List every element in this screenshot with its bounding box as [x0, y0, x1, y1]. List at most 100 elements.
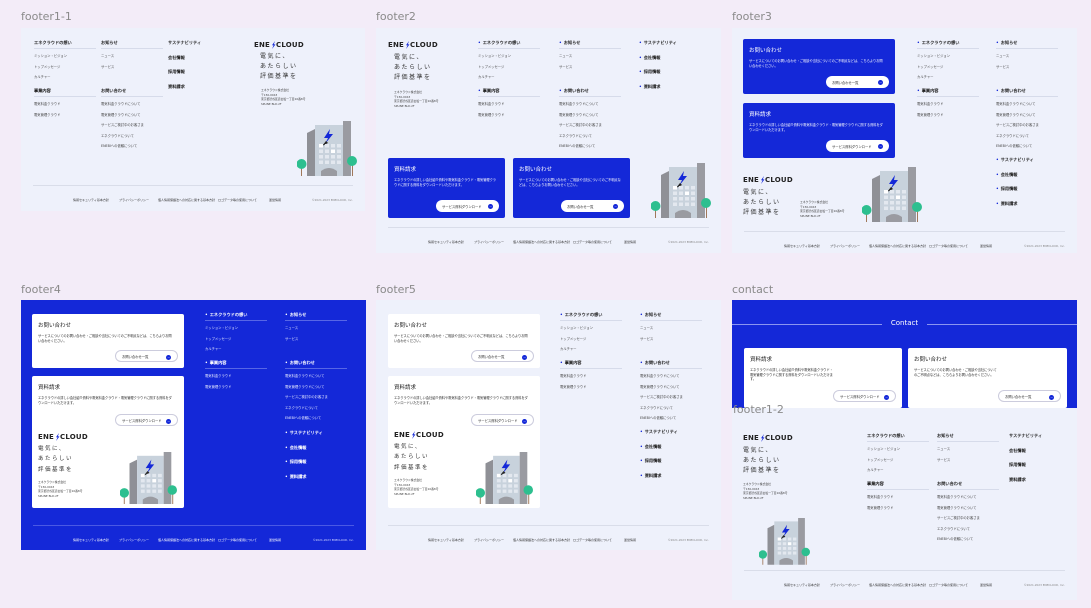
nav-link[interactable]: トップメッセージ — [560, 336, 587, 341]
nav-link[interactable]: トップメッセージ — [867, 457, 894, 462]
card-button-contact[interactable]: お問い合わせ一覧 → — [826, 76, 889, 88]
frame-label[interactable]: footer1-2 — [733, 403, 784, 416]
nav-group-heading[interactable]: • 事業内容 — [205, 360, 267, 369]
nav-link[interactable]: カルチャー — [34, 75, 51, 79]
nav-link[interactable]: カルチャー — [867, 468, 884, 472]
nav-link[interactable]: カルチャー — [917, 75, 934, 79]
nav-link[interactable]: 電気料金クラウドについて — [937, 495, 977, 499]
footer-legal-link[interactable]: ロゴデータ等の使用について — [573, 240, 612, 244]
nav-link[interactable]: 電気料金クラウドについて — [996, 102, 1036, 106]
nav-group-heading[interactable]: • エネクラウドの想い — [917, 40, 979, 49]
nav-link[interactable]: ニュース — [559, 54, 573, 58]
nav-link[interactable]: 電気料金クラウドについて — [101, 102, 141, 106]
nav-link[interactable]: サービス — [101, 64, 115, 69]
nav-group-heading[interactable]: エネクラウドの想い — [867, 433, 929, 442]
nav-link[interactable]: トップメッセージ — [34, 64, 61, 69]
nav-group-heading[interactable]: エネクラウドの想い — [34, 40, 96, 49]
card-button-contact[interactable]: お問い合わせ一覧 → — [561, 200, 624, 212]
nav-link[interactable]: ミッション・ビジョン — [205, 326, 238, 330]
nav-link-2[interactable]: • 採用情報 — [640, 458, 661, 464]
nav-link[interactable]: トップメッセージ — [478, 64, 505, 69]
nav-link-0[interactable]: サステナビリティ — [1009, 433, 1042, 439]
card-button-contact[interactable]: お問い合わせ一覧 → — [115, 350, 178, 362]
nav-link[interactable]: ミッション・ビジョン — [867, 447, 900, 451]
nav-group-heading[interactable]: • 事業内容 — [478, 88, 540, 97]
nav-link[interactable]: ミッション・ビジョン — [478, 54, 511, 58]
card-button-document[interactable]: サービス資料ダウンロード → — [471, 414, 534, 426]
nav-link[interactable]: ENEBIへの依頼について — [101, 144, 138, 148]
nav-link[interactable]: ニュース — [285, 326, 299, 330]
nav-link[interactable]: 電気管理クラウド — [867, 505, 894, 510]
nav-link[interactable]: エネクラウドについて — [996, 133, 1029, 138]
nav-link[interactable]: カルチャー — [205, 347, 222, 351]
nav-link[interactable]: 電気管理クラウド — [560, 384, 587, 389]
nav-group-heading[interactable]: • エネクラウドの想い — [205, 312, 267, 321]
footer-legal-link[interactable]: 運営情報 — [624, 538, 637, 542]
card-button-contact[interactable]: お問い合わせ一覧 → — [471, 350, 534, 362]
nav-group-heading[interactable]: • エネクラウドの想い — [560, 312, 622, 321]
nav-link[interactable]: サービスご検討中のお客さま — [101, 123, 144, 127]
footer-legal-link[interactable]: 情報セキュリティ基本方針 — [428, 240, 464, 244]
nav-link[interactable]: 電気管理クラウド — [478, 112, 505, 117]
nav-group-heading[interactable]: • お問い合わせ — [559, 88, 621, 97]
nav-link-3[interactable]: 資料請求 — [168, 84, 185, 90]
nav-link[interactable]: ミッション・ビジョン — [917, 54, 950, 58]
card-button-document[interactable]: サービス資料ダウンロード → — [833, 390, 896, 402]
nav-link[interactable]: トップメッセージ — [205, 336, 232, 341]
card-button-document[interactable]: サービス資料ダウンロード → — [436, 200, 499, 212]
card-button-contact[interactable]: お問い合わせ一覧 → — [998, 390, 1061, 402]
nav-link-3[interactable]: • 資料請求 — [996, 201, 1017, 207]
footer-legal-link[interactable]: 情報セキュリティ基本方針 — [73, 538, 109, 542]
logo[interactable]: ENE CLOUD — [254, 41, 304, 49]
nav-link-0[interactable]: • サステナビリティ — [640, 429, 678, 435]
footer-legal-link[interactable]: 運営情報 — [980, 244, 993, 248]
nav-link[interactable]: 電気管理クラウドについて — [285, 384, 325, 389]
footer-legal-link[interactable]: プライバシーポリシー — [119, 538, 149, 542]
footer-legal-link[interactable]: ロゴデータ等の使用について — [929, 583, 968, 587]
nav-link[interactable]: 電気料金クラウド — [205, 374, 232, 378]
footer-legal-link[interactable]: 個人情報保護法への対応に関する基本方針 — [158, 198, 216, 202]
nav-link[interactable]: エネクラウドについて — [285, 405, 318, 410]
footer-legal-link[interactable]: プライバシーポリシー — [830, 583, 860, 587]
nav-link-3[interactable]: • 資料請求 — [640, 473, 661, 479]
nav-group-heading[interactable]: • エネクラウドの想い — [478, 40, 540, 49]
frame-label[interactable]: footer1-1 — [21, 10, 72, 23]
nav-link[interactable]: 電気料金クラウドについて — [559, 102, 599, 106]
frame-label[interactable]: footer4 — [21, 283, 61, 296]
footer-legal-link[interactable]: 個人情報保護法への対応に関する基本方針 — [158, 538, 216, 542]
nav-link[interactable]: サービスご検討中のお客さま — [937, 516, 980, 520]
nav-link[interactable]: ENEBIへの依頼について — [996, 144, 1033, 148]
footer-legal-link[interactable]: プライバシーポリシー — [830, 244, 860, 248]
nav-link-0[interactable]: サステナビリティ — [168, 40, 201, 46]
nav-link[interactable]: サービス — [937, 457, 951, 462]
footer-legal-link[interactable]: プライバシーポリシー — [474, 538, 504, 542]
nav-link-1[interactable]: 会社情報 — [1009, 448, 1026, 454]
nav-link-2[interactable]: 採用情報 — [168, 69, 185, 75]
nav-link[interactable]: サービスご検討中のお客さま — [285, 395, 328, 399]
nav-link[interactable]: トップメッセージ — [917, 64, 944, 69]
nav-link-1[interactable]: 会社情報 — [168, 55, 185, 61]
nav-link-0[interactable]: • サステナビリティ — [285, 430, 323, 436]
nav-link[interactable]: エネクラウドについて — [937, 526, 970, 531]
footer-legal-link[interactable]: 情報セキュリティ基本方針 — [73, 198, 109, 202]
nav-link[interactable]: 電気料金クラウド — [917, 102, 944, 106]
card-button-document[interactable]: サービス資料ダウンロード → — [826, 140, 889, 152]
nav-group-heading[interactable]: 事業内容 — [867, 481, 929, 490]
nav-link[interactable]: ニュース — [101, 54, 115, 58]
nav-link[interactable]: 電気管理クラウド — [205, 384, 232, 389]
logo[interactable]: ENE CLOUD — [388, 41, 438, 49]
nav-link-2[interactable]: • 採用情報 — [996, 186, 1017, 192]
nav-link[interactable]: 電気料金クラウド — [478, 102, 505, 106]
nav-link[interactable]: 電気料金クラウド — [867, 495, 894, 499]
nav-link[interactable]: ニュース — [937, 447, 951, 451]
nav-link[interactable]: エネクラウドについて — [640, 405, 673, 410]
nav-link-2[interactable]: 採用情報 — [1009, 462, 1026, 468]
footer-legal-link[interactable]: 運営情報 — [980, 583, 993, 587]
nav-link-1[interactable]: • 会社情報 — [639, 55, 660, 61]
nav-link[interactable]: ENEBIへの依頼について — [285, 416, 322, 420]
nav-group-heading[interactable]: • お問い合わせ — [285, 360, 347, 369]
nav-link-2[interactable]: • 採用情報 — [285, 459, 306, 465]
nav-link[interactable]: 電気管理クラウドについて — [996, 112, 1036, 117]
nav-group-heading[interactable]: お知らせ — [937, 433, 999, 442]
nav-link[interactable]: ニュース — [640, 326, 654, 330]
